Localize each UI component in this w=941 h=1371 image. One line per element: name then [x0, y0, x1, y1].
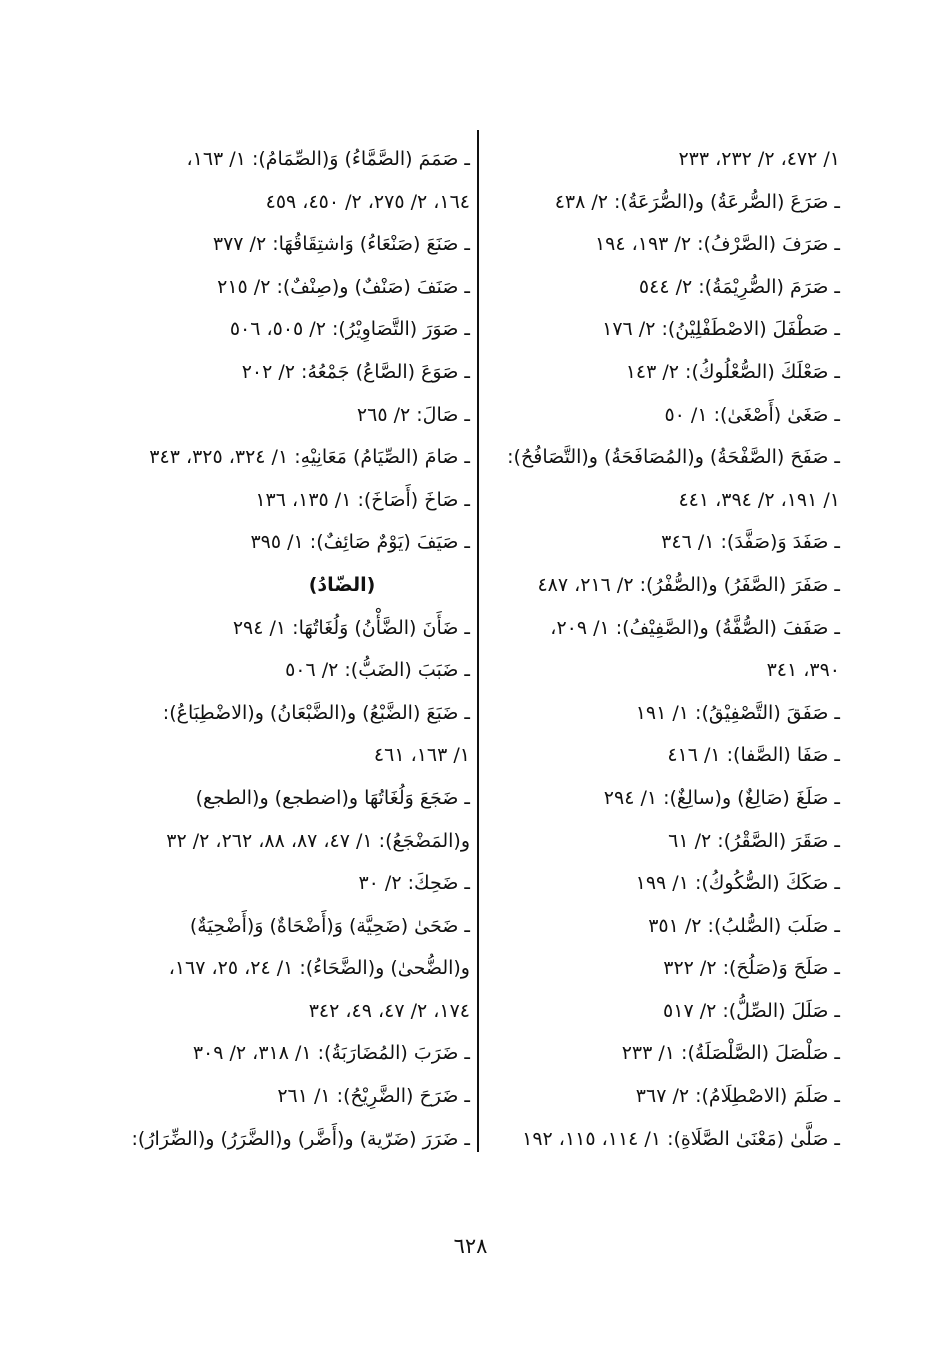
index-entry-line: ـ صَلَبَ (الصُّلبُ): ٢/ ٣٥١ — [648, 914, 840, 937]
index-entry-line: ـ صَكَكَ (الصُّكُوكُ): ١/ ١٩٩ — [635, 872, 840, 895]
index-entry-line: و(الضُّحىٰ) و(الضَّحَاءُ): ١/ ٢٤، ٢٥، ١٦… — [168, 957, 470, 980]
index-entry-line: ـ صَاخَ (أَصَاخَ): ١/ ١٣٥، ١٣٦ — [255, 488, 470, 511]
index-entry-line: ـ ضَبَعَ (الضَّبْعُ) و(الضَّبْعَانُ) و(ا… — [162, 701, 470, 724]
index-entry-line: ـ صَلْصَلَ (الصَّلْصَلَةُ): ١/ ٢٣٣ — [621, 1042, 840, 1065]
column-divider — [477, 130, 479, 1152]
index-column-right: ١/ ٤٧٢، ٢/ ٢٣٢، ٢٣٣ ـ صَرَعَ (الصُّرعَةُ)… — [492, 138, 840, 1160]
index-entry-line: ١٦٤، ٢/ ٢٧٥، ٢/ ٤٥٠، ٤٥٩ — [265, 190, 470, 213]
index-entry-line: ـ صَفَا (الصَّفا): ١/ ٤١٦ — [667, 744, 840, 767]
index-entry-line: ـ صَغَىٰ (أَصْغَىٰ): ١/ ٥٠ — [664, 403, 840, 426]
index-entry-line: ـ صَيَفَ (يَوْمٌ صَائِفٌ): ١/ ٣٩٥ — [250, 531, 470, 554]
index-entry-line: ـ صَعْلَكَ (الصُّعْلُوكُ): ٢/ ١٤٣ — [625, 360, 840, 383]
index-entry-line: ـ صَنَعَ (صَنْعَاءُ) وَاشتِقَاقُهَا: ٢/ … — [212, 233, 470, 256]
index-entry-line: ـ ضَأَنَ (الضَّأْنُ) وَلُغَاتُهَا: ١/ ٢٩… — [232, 616, 470, 639]
index-entry-line: ـ صَمَمَ (الصَّمَّاءُ) وَ(الصِّمَامُ): ١… — [186, 148, 471, 170]
index-entry-line: ـ صَوَرَ (التَّصَاوِيْرُ): ٢/ ٥٠٥، ٥٠٦ — [229, 318, 470, 341]
page-number: ٦٢٨ — [453, 1234, 488, 1258]
index-entry-line: ـ صَقَرَ (الصَّقْرُ): ٢/ ٦١ — [668, 829, 840, 852]
index-entry-line: ـ صَرَمَ (الصُّرِيْمَةُ): ٢/ ٥٤٤ — [638, 275, 840, 298]
index-column-left: ـ صَمَمَ (الصَّمَّاءُ) وَ(الصِّمَامُ): ١… — [104, 138, 470, 1160]
index-entry-line: ـ صَفَحَ (الصَّفْحَةُ) و(المُصَافَحَةُ) … — [507, 446, 840, 469]
index-entry-line: ـ صَفَقَ (التَّصْفِيْقُ): ١/ ١٩١ — [635, 701, 840, 724]
index-entry-line: ٣٩٠، ٣٤١ — [766, 659, 840, 682]
section-heading: (الضّادُ) — [308, 573, 376, 596]
index-entry-line: ـ ضَحِكَ: ٢/ ٣٠ — [358, 872, 470, 895]
index-entry-line: ١/ ١٩١، ٢/ ٣٩٤، ٤٤١ — [678, 488, 840, 511]
index-entry-line: ـ صَنَفَ (صَنْفٌ) و(صِنْفٌ): ٢/ ٢١٥ — [217, 275, 470, 298]
index-entry-line: ١/ ١٦٣، ٤٦١ — [373, 744, 470, 767]
index-entry-line: ـ صَلَمَ (الاصْطِلَامُ): ٢/ ٣٦٧ — [635, 1085, 840, 1108]
index-entry-line: ـ صَفَرَ (الصَّفَرُ) و(الصُّفْرُ): ٢/ ٢١… — [537, 573, 840, 596]
index-entry-line: ـ صَرَعَ (الصُّرعَةُ) و(الصُّرَعَةُ): ٢/… — [554, 190, 840, 213]
index-entry-line: ـ ضَبَبَ (الضَبُّ): ٢/ ٥٠٦ — [285, 659, 470, 682]
index-entry-line: ـ صَلَغَ (صَالِغٌ) و(سالِغٌ): ١/ ٢٩٤ — [603, 786, 840, 809]
index-entry-line: ـ صَرَفَ (الصَّرْفُ): ٢/ ١٩٣، ١٩٤ — [594, 233, 840, 256]
index-entry-line: ـ صَطْفَلَ (الاصْطَفْلِيْنُ): ٢/ ١٧٦ — [602, 318, 840, 341]
index-entry-line: ـ ضَرَبَ (المُضَارَبَةُ): ١/ ٣١٨، ٢/ ٣٠٩ — [192, 1042, 470, 1065]
index-entry-line: ـ ضَرَرَ (ضَرّية) و(أَضَّر) و(الضَّرَرُ)… — [131, 1127, 470, 1150]
index-entry-line: ـ صَامَ (الصِّيَامُ) مَعَانِيْهِ: ١/ ٣٢٤… — [149, 446, 470, 469]
index-entry-line: ١/ ٤٧٢، ٢/ ٢٣٢، ٢٣٣ — [678, 148, 840, 170]
index-entry-line: و(المَضْجَعُ): ١/ ٤٧، ٨٧، ٨٨، ٢٦٢، ٢/ ٣٢ — [166, 829, 470, 852]
index-entry-line: ـ صَلَحَ وَ(صَلُحَ): ٢/ ٣٢٢ — [663, 957, 840, 980]
index-entry-line: ـ صَوَعَ (الصَّاعُ) جَمْعُهُ: ٢/ ٢٠٢ — [241, 360, 470, 383]
index-entry-line: ـ صَلَلَ (الصِّلُّ): ٢/ ٥١٧ — [663, 999, 840, 1022]
index-entry-line: ـ صَلَّىٰ (مَعْنَىٰ الصَّلَاةِ): ١/ ١١٤،… — [522, 1127, 840, 1150]
index-entry-line: ـ ضَحَىٰ (ضَحِيَّة) وَ(أَضْحَاةٌ) وَ(أَض… — [189, 914, 470, 937]
index-entry-line: ـ ضَرَحَ (الضَّرِيْحُ): ١/ ٢٦١ — [277, 1085, 470, 1108]
index-entry-line: ـ صَفَدَ وَ(صَفَّدَ): ١/ ٣٤٦ — [661, 531, 840, 554]
index-entry-line: ـ صَالَ: ٢/ ٢٦٥ — [356, 403, 470, 426]
index-entry-line: ـ ضَجَعَ وَلُغَاتُهَا و(اضطجع) و(الطجع) — [195, 786, 470, 809]
index-entry-line: ١٧٤، ٢/ ٤٧، ٤٩، ٣٤٢ — [308, 999, 470, 1022]
index-entry-line: ـ صَفَفَ (الصُّفَّةُ) و(الصَّفِيْفُ): ١/… — [550, 616, 840, 639]
